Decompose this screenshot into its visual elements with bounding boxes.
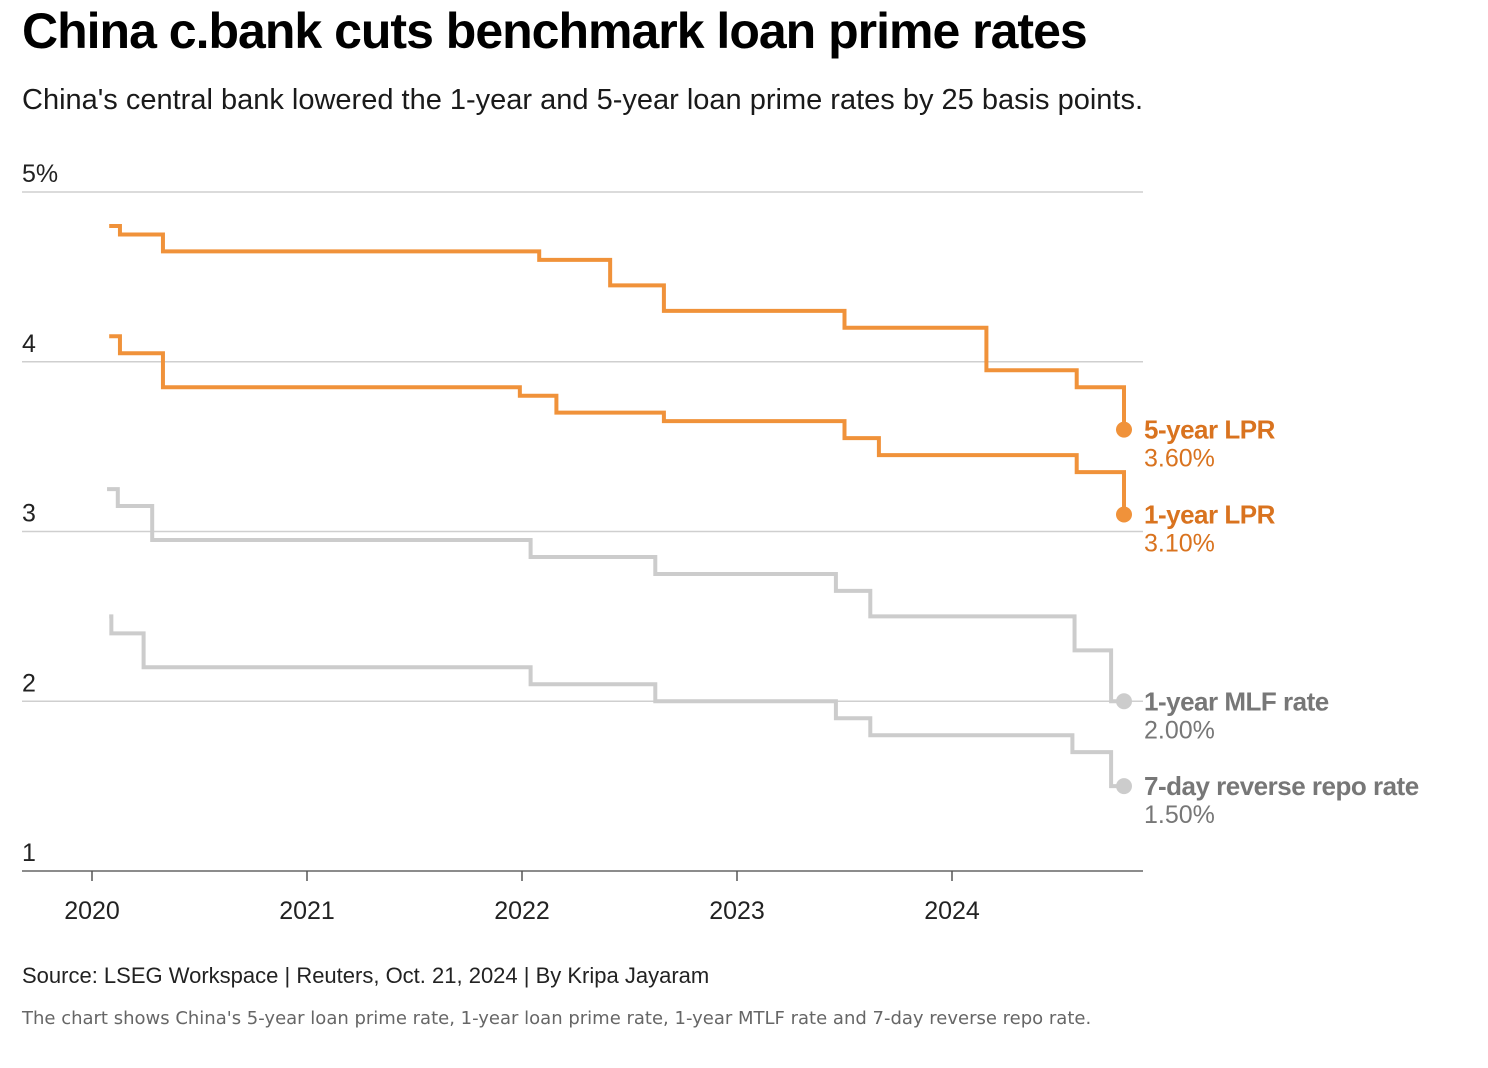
series-line-7-day-reverse-repo-rate <box>109 614 1124 789</box>
chart-title: China c.bank cuts benchmark loan prime r… <box>22 3 1088 59</box>
series-end-marker-1-year-lpr <box>1116 506 1132 523</box>
series-line-5-year-lpr <box>109 223 1126 430</box>
x-tick-label: 2021 <box>279 897 335 925</box>
x-tick-label: 2024 <box>924 897 980 925</box>
series-label: 7-day reverse repo rate <box>1144 771 1419 801</box>
y-tick-label: 1 <box>22 839 36 867</box>
chart-description: The chart shows China's 5-year loan prim… <box>22 1008 1092 1029</box>
series-end-marker-7-day-reverse-repo-rate <box>1116 778 1132 795</box>
line-chart: 5% 4 3 2 1 2020 2021 2022 2023 2024 5-year LPR3.60… <box>22 160 1419 925</box>
y-tick-label: 5% <box>22 160 58 188</box>
chart-subtitle: China's central bank lowered the 1-year … <box>22 84 1144 116</box>
x-tick-label: 2023 <box>709 897 765 925</box>
x-tick-label: 2020 <box>64 897 120 925</box>
series-line-1-year-lpr <box>109 334 1126 515</box>
series-label: 5-year LPR <box>1144 415 1276 445</box>
series-value-label: 3.10% <box>1144 530 1215 558</box>
series-value-label: 1.50% <box>1144 801 1215 829</box>
series-end-marker-1-year-mlf-rate <box>1116 693 1132 710</box>
series-value-label: 2.00% <box>1144 716 1215 744</box>
y-tick-label: 3 <box>22 500 36 528</box>
x-tick-label: 2022 <box>494 897 550 925</box>
source-credit: Source: LSEG Workspace | Reuters, Oct. 2… <box>22 963 710 988</box>
series-line-1-year-mlf-rate <box>107 487 1124 704</box>
series-end-marker-5-year-lpr <box>1116 421 1132 438</box>
series-label: 1-year LPR <box>1144 500 1276 530</box>
y-tick-label: 4 <box>22 330 36 358</box>
series-label: 1-year MLF rate <box>1144 686 1329 716</box>
series-value-label: 3.60% <box>1144 445 1215 473</box>
y-tick-label: 2 <box>22 669 36 697</box>
